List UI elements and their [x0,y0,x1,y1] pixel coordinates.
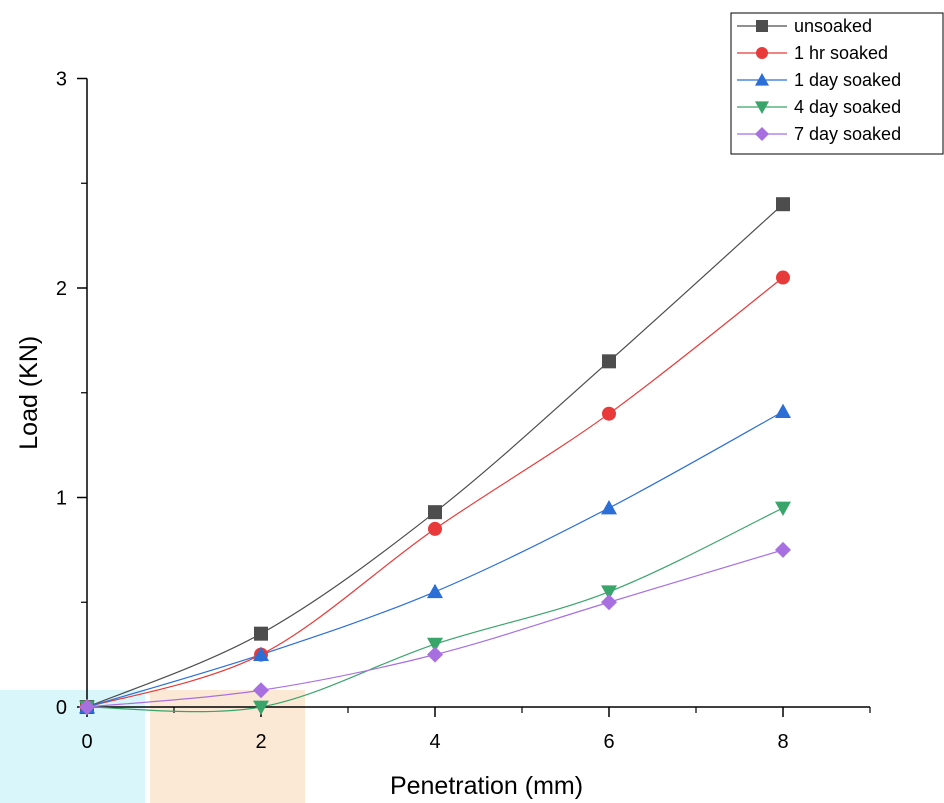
data-point [428,521,442,536]
data-point [427,583,443,599]
legend-marker [756,20,768,32]
data-point [254,626,268,641]
plot-area [79,197,791,715]
series-line-0 [86,203,784,708]
data-point [602,354,616,369]
data-point [601,499,617,515]
data-point [79,699,95,715]
legend: unsoaked 1 hr soaked 1 day soaked 4 day soa… [730,12,944,155]
data-point [253,682,269,699]
data-point [428,505,442,520]
y-tick-label: 2 [56,278,67,300]
x-tick-label: 2 [255,731,266,753]
x-axis-title: Penetration (mm) [390,772,583,800]
x-tick-label: 0 [81,731,92,753]
data-point [775,501,791,516]
data-point [602,406,616,421]
legend-label: 1 hr soaked [794,43,888,63]
y-axis-title: Load (KN) [15,336,43,450]
x-tick-label: 6 [603,731,614,753]
legend-label: 7 day soaked [794,124,901,144]
data-point [427,646,443,663]
y-tick-label: 1 [56,488,67,510]
legend-label: 4 day soaked [794,97,901,117]
legend-marker [756,47,768,59]
legend-marker [755,101,769,114]
data-point [601,594,617,611]
series-line-2 [86,411,784,708]
data-point [775,541,791,558]
legend-label: unsoaked [794,16,872,36]
x-tick-label: 4 [429,731,440,753]
y-tick-label: 3 [56,69,67,91]
series-line-4 [86,549,784,708]
legend-label: 1 day soaked [794,70,901,90]
data-point [601,585,617,600]
y-tick-label: 0 [56,697,67,719]
axes: 0 2 4 6 8 0 1 2 3 [56,69,871,753]
x-tick-label: 8 [777,731,788,753]
legend-marker [755,127,769,141]
data-point [775,403,791,419]
data-point [427,637,443,653]
data-point [776,197,790,212]
legend-marker [755,73,769,86]
data-point [776,270,790,285]
data-point [253,700,269,715]
data-point [253,646,269,662]
